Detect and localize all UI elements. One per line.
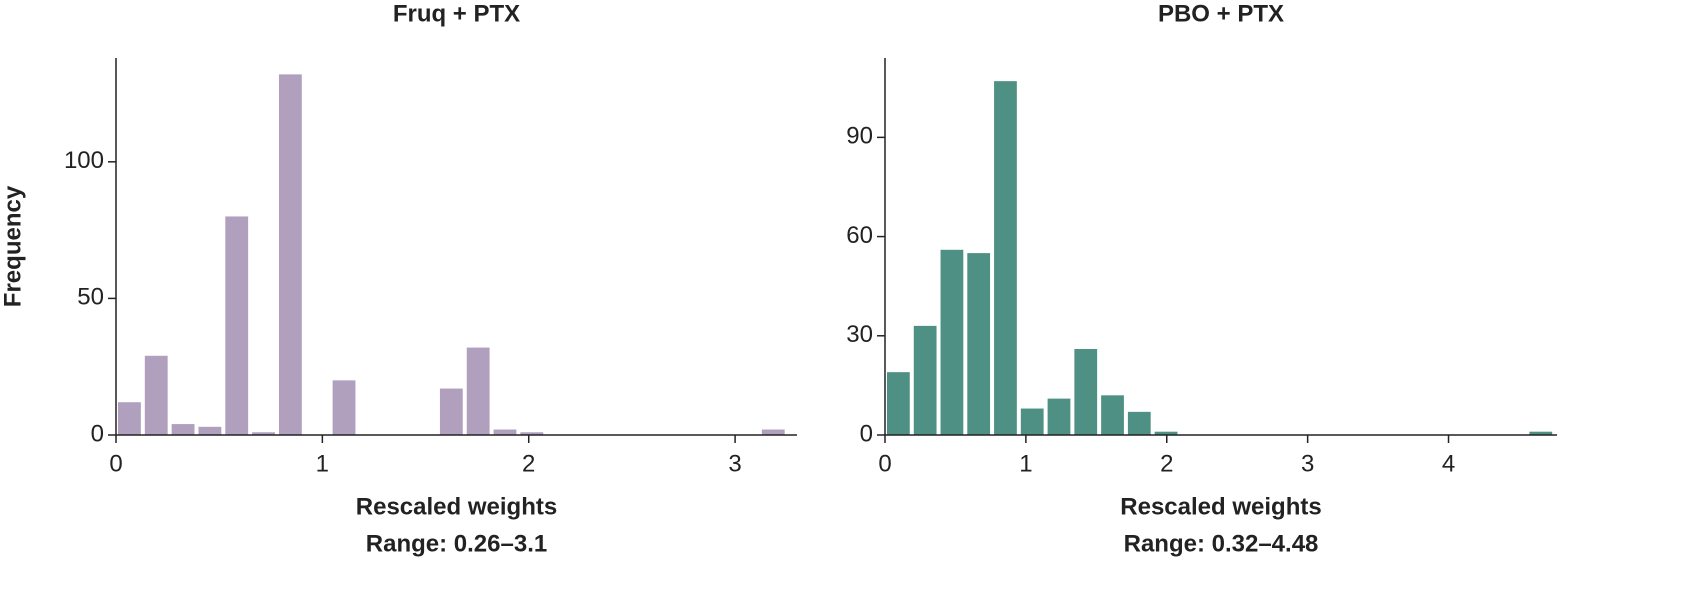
- y-tick-label: 0: [860, 420, 873, 447]
- y-tick-label: 30: [846, 321, 873, 348]
- bar: [913, 325, 937, 435]
- subtitle: Range: 0.26–3.1: [366, 530, 547, 557]
- y-tick-label: 50: [77, 284, 104, 311]
- bar: [1020, 408, 1044, 435]
- bar: [940, 249, 964, 435]
- bar: [967, 253, 991, 435]
- bar: [1101, 395, 1124, 435]
- bar: [493, 429, 517, 435]
- x-tick-label: 0: [878, 450, 891, 477]
- bar: [887, 372, 910, 435]
- bar: [118, 402, 141, 435]
- bar: [1074, 349, 1098, 435]
- bar: [1047, 398, 1071, 435]
- chart-title: PBO + PTX: [1158, 0, 1284, 27]
- bar: [225, 216, 249, 435]
- y-tick-label: 100: [64, 147, 104, 174]
- bar: [1529, 431, 1553, 435]
- x-tick-label: 3: [728, 450, 741, 477]
- y-tick-label: 0: [91, 420, 104, 447]
- bar: [994, 81, 1017, 436]
- bar: [171, 424, 195, 435]
- x-tick-label: 1: [316, 450, 329, 477]
- chart-title: Fruq + PTX: [393, 0, 520, 27]
- x-tick-label: 4: [1442, 450, 1455, 477]
- bar: [252, 432, 275, 435]
- bar: [332, 380, 356, 435]
- x-tick-label: 0: [109, 450, 122, 477]
- subtitle: Range: 0.32–4.48: [1124, 530, 1319, 557]
- x-tick-label: 2: [1160, 450, 1173, 477]
- bar: [144, 355, 168, 435]
- y-tick-label: 90: [846, 123, 873, 150]
- x-tick-label: 2: [522, 450, 535, 477]
- bar: [439, 388, 463, 435]
- y-axis-label: Frequency: [0, 185, 26, 307]
- x-axis-label: Rescaled weights: [356, 493, 557, 520]
- x-tick-label: 1: [1019, 450, 1032, 477]
- x-axis-label: Rescaled weights: [1120, 493, 1321, 520]
- bar: [1127, 411, 1151, 435]
- y-tick-label: 60: [846, 222, 873, 249]
- bar: [761, 429, 785, 435]
- bar: [1154, 431, 1178, 435]
- bar: [278, 74, 302, 436]
- bar: [466, 347, 490, 435]
- bar: [198, 426, 222, 435]
- x-tick-label: 3: [1301, 450, 1314, 477]
- bar: [520, 432, 544, 435]
